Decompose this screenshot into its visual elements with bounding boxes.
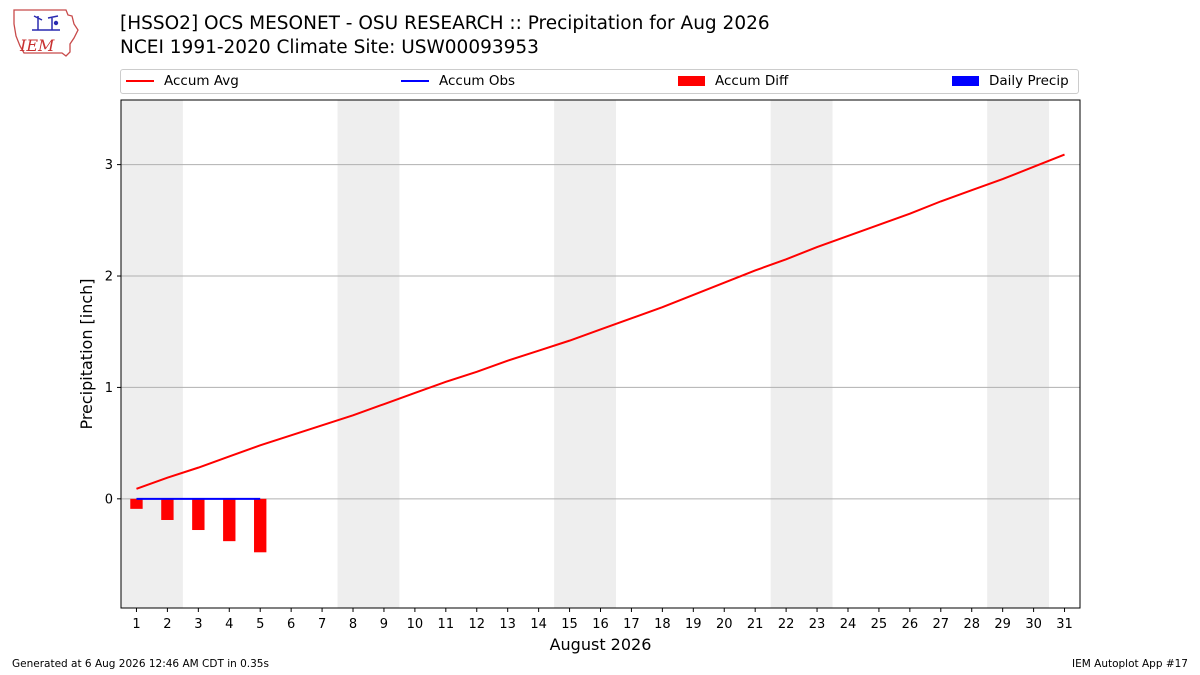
footer-generated: Generated at 6 Aug 2026 12:46 AM CDT in …	[12, 658, 269, 670]
accum-avg-line	[136, 153, 1065, 490]
weekend-band	[554, 100, 616, 608]
accum-diff-bar	[254, 498, 267, 553]
x-tick-label: 16	[592, 617, 609, 632]
x-tick-label: 2	[163, 617, 171, 632]
x-tick-label: 5	[256, 617, 264, 632]
y-tick-label: 2	[105, 270, 113, 285]
legend-item-accum-obs: Accum Obs	[401, 73, 515, 89]
y-axis-label: Precipitation [inch]	[77, 278, 96, 429]
x-axis-label: August 2026	[550, 635, 652, 654]
x-tick-label: 15	[561, 617, 578, 632]
accum-diff-bar	[130, 498, 143, 509]
iem-logo: IEM	[13, 9, 79, 57]
accum-diff-bar	[161, 498, 174, 520]
legend-label: Accum Avg	[164, 73, 239, 89]
x-tick-label: 27	[933, 617, 950, 632]
x-tick-label: 8	[349, 617, 357, 632]
x-tick-label: 20	[716, 617, 733, 632]
x-tick-label: 4	[225, 617, 233, 632]
x-tick-label: 21	[747, 617, 764, 632]
x-tick-label: 17	[623, 617, 640, 632]
x-tick-label: 24	[840, 617, 857, 632]
weekend-band	[770, 100, 833, 608]
x-tick-label: 23	[809, 617, 826, 632]
x-tick-label: 13	[499, 617, 516, 632]
x-tick-label: 10	[407, 617, 424, 632]
chart-title: [HSSO2] OCS MESONET - OSU RESEARCH :: Pr…	[120, 13, 770, 34]
legend-item-accum-avg: Accum Avg	[126, 73, 239, 89]
legend-label: Accum Diff	[715, 73, 789, 89]
x-tick-label: 22	[778, 617, 795, 632]
legend-line-swatch	[401, 80, 429, 82]
y-tick-label: 1	[105, 381, 113, 396]
x-tick-label: 26	[902, 617, 919, 632]
x-tick-label: 18	[654, 617, 671, 632]
weekend-band	[121, 100, 183, 608]
x-tick-label: 7	[318, 617, 326, 632]
x-tick-label: 6	[287, 617, 295, 632]
legend-label: Accum Obs	[439, 73, 516, 89]
x-tick-label: 30	[1025, 617, 1042, 632]
weekend-band	[987, 100, 1050, 608]
legend: Accum Avg Accum Obs Accum Diff Daily Pre…	[120, 69, 1079, 94]
accum-diff-bar	[223, 498, 236, 542]
footer-app: IEM Autoplot App #17	[1072, 658, 1188, 670]
chart-subtitle: NCEI 1991-2020 Climate Site: USW00093953	[120, 37, 539, 58]
x-tick-label: 3	[194, 617, 202, 632]
legend-label: Daily Precip	[989, 73, 1069, 89]
accum-diff-bar	[192, 498, 205, 531]
x-tick-label: 19	[685, 617, 702, 632]
legend-item-accum-diff: Accum Diff	[678, 73, 788, 89]
x-tick-label: 28	[963, 617, 980, 632]
y-tick-label: 0	[105, 492, 113, 507]
legend-line-swatch	[126, 80, 154, 82]
y-tick-label: 3	[105, 158, 113, 173]
weekend-band	[337, 100, 400, 608]
x-tick-label: 12	[468, 617, 485, 632]
x-tick-label: 11	[438, 617, 455, 632]
x-tick-label: 14	[530, 617, 547, 632]
legend-patch-swatch	[952, 76, 979, 86]
x-tick-label: 1	[132, 617, 140, 632]
legend-patch-swatch	[678, 76, 705, 86]
legend-item-daily-precip: Daily Precip	[952, 73, 1069, 89]
x-tick-label: 9	[380, 617, 388, 632]
x-tick-label: 25	[871, 617, 888, 632]
x-tick-label: 31	[1056, 617, 1073, 632]
logo-text: IEM	[19, 36, 55, 55]
x-tick-label: 29	[994, 617, 1011, 632]
